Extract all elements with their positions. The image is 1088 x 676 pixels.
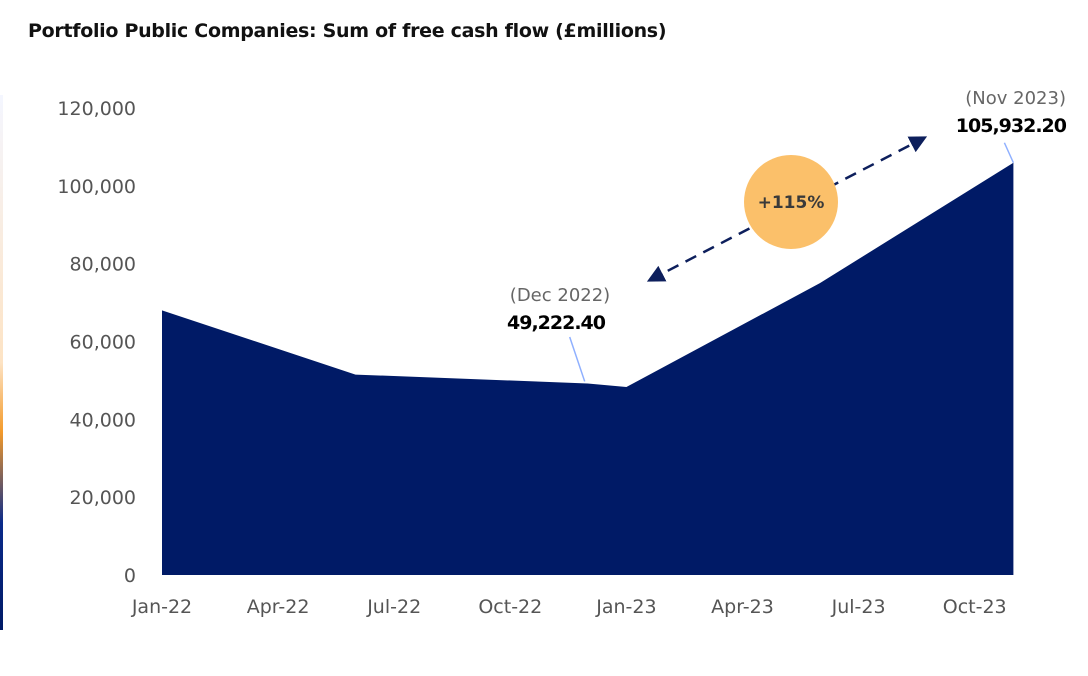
change-arrow xyxy=(646,136,928,282)
area-series xyxy=(162,162,1014,575)
x-tick-label: Jul-22 xyxy=(366,596,421,618)
annotation-date: (Dec 2022) xyxy=(510,285,610,306)
y-tick-label: 80,000 xyxy=(70,254,136,276)
y-tick-label: 0 xyxy=(124,565,136,587)
change-badge xyxy=(744,155,838,249)
chart-title: Portfolio Public Companies: Sum of free … xyxy=(28,20,667,42)
annotation-date: (Nov 2023) xyxy=(965,88,1066,109)
annotation-value: 49,222.40 xyxy=(507,312,606,334)
y-tick-label: 20,000 xyxy=(70,487,136,509)
annotation-value: 105,932.20 xyxy=(956,115,1067,137)
y-tick-label: 40,000 xyxy=(70,409,136,431)
y-tick-label: 60,000 xyxy=(70,332,136,354)
x-tick-label: Oct-22 xyxy=(478,596,542,618)
y-tick-label: 120,000 xyxy=(57,98,136,120)
leader-line xyxy=(568,336,586,382)
side-accent-bar xyxy=(0,95,3,630)
change-badge-label: +115% xyxy=(758,193,825,213)
leader-line xyxy=(1003,142,1015,164)
x-tick-label: Apr-23 xyxy=(711,596,774,618)
x-tick-label: Jan-22 xyxy=(131,596,192,618)
y-tick-label: 100,000 xyxy=(57,176,136,198)
x-tick-label: Apr-22 xyxy=(247,596,310,618)
x-tick-label: Jul-23 xyxy=(831,596,886,618)
x-tick-label: Oct-23 xyxy=(943,596,1007,618)
x-tick-label: Jan-23 xyxy=(595,596,656,618)
